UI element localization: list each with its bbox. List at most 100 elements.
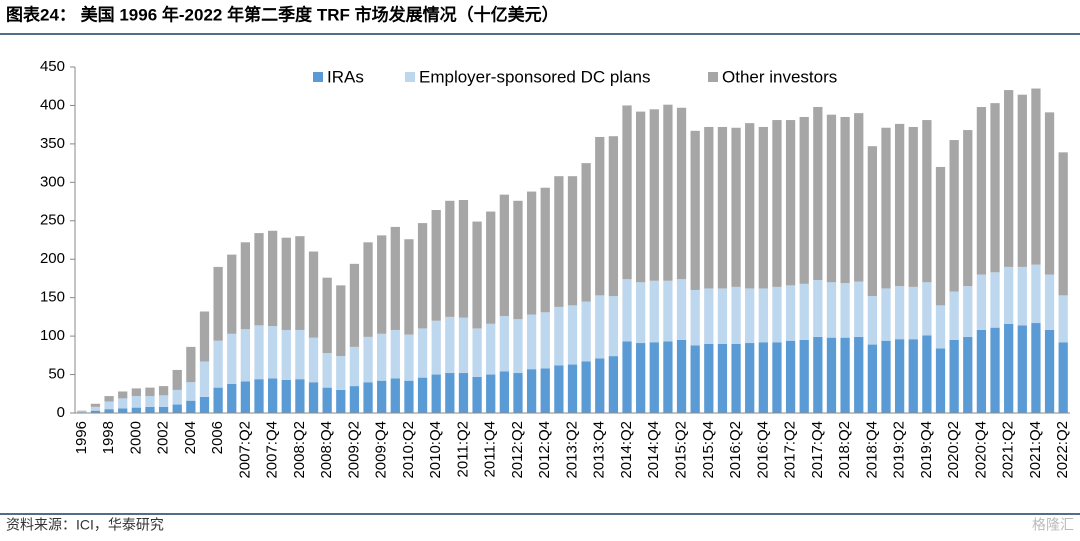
bar-segment xyxy=(908,286,918,340)
bar-segment xyxy=(295,379,305,413)
bar-segment xyxy=(663,280,673,342)
bar-segment xyxy=(526,314,537,370)
bar-segment xyxy=(554,176,564,307)
bar-segment xyxy=(227,333,237,384)
bar-segment xyxy=(1058,295,1068,343)
y-tick-label: 100 xyxy=(40,327,65,344)
bar-segment xyxy=(813,336,823,413)
bar-segment xyxy=(758,126,768,289)
bar-segment xyxy=(690,130,700,290)
bar-segment xyxy=(963,286,973,337)
bar-segment xyxy=(663,341,673,413)
x-tick-label: 2018:Q4 xyxy=(863,421,880,479)
bar-segment xyxy=(922,120,932,283)
bar-segment xyxy=(622,341,632,413)
bar-segment xyxy=(690,289,700,346)
bar-segment xyxy=(254,325,264,380)
bar-segment xyxy=(813,279,823,337)
bar-segment xyxy=(486,211,496,324)
bar-segment xyxy=(486,323,496,375)
bar-segment xyxy=(118,398,128,409)
bar-segment xyxy=(172,389,182,405)
bar-segment xyxy=(935,348,946,413)
bar-segment xyxy=(935,305,946,349)
bar-segment xyxy=(213,266,223,341)
x-tick-label: 2019:Q2 xyxy=(891,421,908,479)
x-tick-label: 1996 xyxy=(73,421,90,454)
bar-segment xyxy=(840,116,850,284)
bar-segment xyxy=(908,339,918,413)
x-tick-label: 2020:Q4 xyxy=(972,421,989,479)
bar-segment xyxy=(922,282,932,336)
bar-segment xyxy=(431,320,441,375)
x-tick-label: 2019:Q4 xyxy=(918,421,935,479)
bar-segment xyxy=(227,383,237,413)
bar-segment xyxy=(581,163,591,302)
bar-segment xyxy=(308,382,319,413)
bar-segment xyxy=(813,106,823,280)
bar-segment xyxy=(104,396,114,402)
bar-segment xyxy=(622,279,632,342)
bar-segment xyxy=(731,127,741,287)
bar-segment xyxy=(295,329,305,380)
bar-segment xyxy=(935,166,946,306)
bar-segment xyxy=(254,379,264,413)
bar-segment xyxy=(772,342,782,413)
bar-segment xyxy=(390,226,400,330)
bar-segment xyxy=(540,312,550,369)
x-tick-label: 2011:Q2 xyxy=(454,421,471,477)
bar-segment xyxy=(417,223,428,329)
x-tick-label: 2020:Q2 xyxy=(945,421,962,479)
bar-segment xyxy=(1017,266,1027,326)
bar-segment xyxy=(840,283,850,338)
bar-segment xyxy=(649,109,659,281)
x-tick-label: 2004 xyxy=(182,421,199,454)
x-tick-label: 2009:Q4 xyxy=(373,421,390,479)
bar-segment xyxy=(458,317,469,374)
bar-segment xyxy=(595,295,605,359)
bar-segment xyxy=(486,374,496,413)
x-tick-label: 2000 xyxy=(127,421,144,454)
bar-segment xyxy=(704,343,714,413)
bar-segment xyxy=(104,401,114,410)
bar-segment xyxy=(377,380,387,413)
bar-segment xyxy=(1017,94,1027,267)
bar-segment xyxy=(881,127,891,289)
bar-segment xyxy=(308,251,319,338)
bar-segment xyxy=(254,233,264,326)
y-tick-label: 300 xyxy=(40,173,65,190)
x-tick-label: 2010:Q2 xyxy=(400,421,417,479)
bar-segment xyxy=(363,336,373,383)
x-tick-label: 2014:Q2 xyxy=(618,421,635,479)
bar-segment xyxy=(785,285,796,341)
legend-swatch xyxy=(405,72,415,82)
chart-title: 图表24： 美国 1996 年-2022 年第二季度 TRF 市场发展情况（十亿… xyxy=(6,4,559,24)
bar-segment xyxy=(240,242,251,330)
bar-segment xyxy=(826,337,837,413)
bar-segment xyxy=(704,126,714,289)
bar-segment xyxy=(976,106,987,275)
bar-segment xyxy=(172,369,182,390)
bar-segment xyxy=(622,105,632,280)
y-tick-label: 50 xyxy=(48,366,65,383)
bar-segment xyxy=(458,373,469,413)
bar-segment xyxy=(363,382,373,413)
bar-segment xyxy=(295,236,305,330)
bar-segment xyxy=(554,365,564,413)
bar-segment xyxy=(145,396,155,407)
bar-segment xyxy=(513,200,523,320)
bar-segment xyxy=(186,382,196,401)
bar-segment xyxy=(1044,112,1055,275)
bar-segment xyxy=(1058,152,1068,296)
bar-segment xyxy=(240,329,251,382)
x-tick-label: 2014:Q4 xyxy=(645,421,662,479)
bar-segment xyxy=(1044,274,1055,330)
bar-segment xyxy=(854,113,864,282)
bar-segment xyxy=(567,176,578,306)
bar-segment xyxy=(499,371,509,413)
bar-segment xyxy=(90,410,101,413)
bar-segment xyxy=(199,396,210,413)
x-tick-label: 2015:Q2 xyxy=(673,421,690,479)
bar-segment xyxy=(404,239,414,335)
